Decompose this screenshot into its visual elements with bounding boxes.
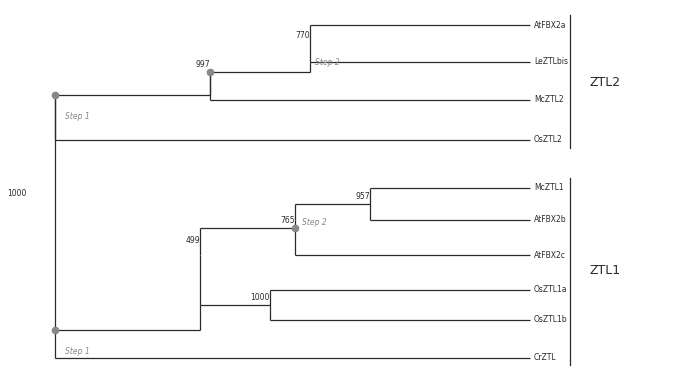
Text: McZTL1: McZTL1 bbox=[534, 184, 563, 192]
Text: 765: 765 bbox=[281, 216, 295, 225]
Text: 957: 957 bbox=[355, 192, 370, 201]
Text: Step 1: Step 1 bbox=[65, 112, 89, 121]
Text: Step 1: Step 1 bbox=[65, 347, 89, 356]
Text: Step 2: Step 2 bbox=[302, 218, 326, 227]
Text: Step 2: Step 2 bbox=[315, 58, 339, 67]
Text: 770: 770 bbox=[295, 31, 310, 40]
Text: ZTL1: ZTL1 bbox=[590, 263, 621, 276]
Text: 1000: 1000 bbox=[7, 189, 27, 198]
Text: CrZTL: CrZTL bbox=[534, 354, 557, 363]
Text: OsZTL1b: OsZTL1b bbox=[534, 316, 568, 325]
Text: 1000: 1000 bbox=[251, 293, 270, 302]
Text: AtFBX2a: AtFBX2a bbox=[534, 21, 566, 29]
Text: 499: 499 bbox=[185, 236, 200, 245]
Text: AtFBX2b: AtFBX2b bbox=[534, 216, 567, 225]
Text: LeZTLbis: LeZTLbis bbox=[534, 57, 568, 66]
Text: OsZTL1a: OsZTL1a bbox=[534, 285, 568, 295]
Text: OsZTL2: OsZTL2 bbox=[534, 135, 563, 144]
Text: 997: 997 bbox=[195, 60, 210, 69]
Text: AtFBX2c: AtFBX2c bbox=[534, 251, 566, 260]
Text: ZTL2: ZTL2 bbox=[590, 75, 621, 88]
Text: McZTL2: McZTL2 bbox=[534, 95, 563, 104]
